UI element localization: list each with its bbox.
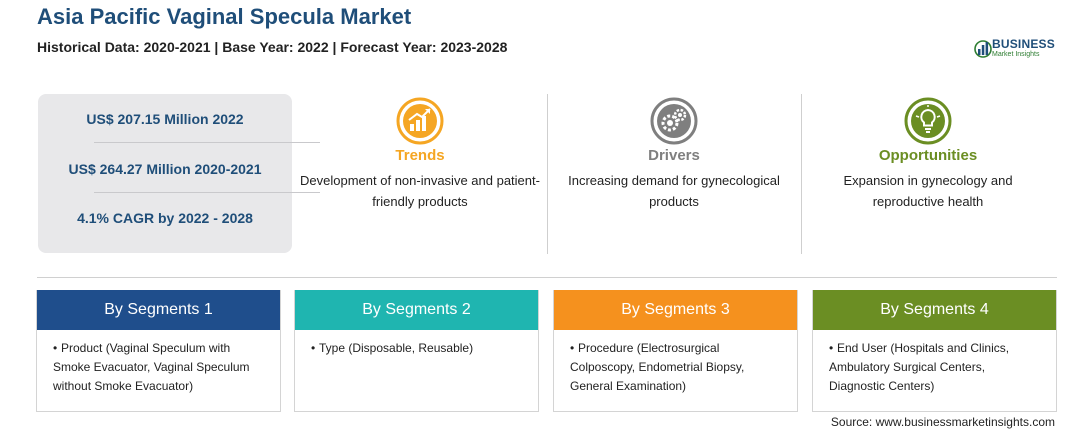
drivers-column: Drivers Increasing demand for gynecologi… <box>556 96 792 212</box>
opportunities-text: Expansion in gynecology and reproductive… <box>843 173 1013 209</box>
segment-text: Type (Disposable, Reusable) <box>319 341 474 355</box>
stat-divider <box>94 142 320 143</box>
segment-header: By Segments 4 <box>813 290 1056 330</box>
gears-icon <box>650 97 698 145</box>
market-stats-panel: US$ 207.15 Million 2022 US$ 264.27 Milli… <box>38 94 320 253</box>
segment-text: Product (Vaginal Speculum with Smoke Eva… <box>53 341 250 393</box>
segment-text: Procedure (Electrosurgical Colposcopy, E… <box>570 341 745 393</box>
company-logo: BUSINESS Market Insights <box>974 36 1064 64</box>
segment-card-4: By Segments 4 • End User (Hospitals and C… <box>812 290 1057 412</box>
trends-title: Trends <box>395 147 445 164</box>
page-subtitle: Historical Data: 2020-2021 | Base Year: … <box>37 39 508 55</box>
opportunities-title: Opportunities <box>878 147 978 164</box>
logo-subtext: Market Insights <box>992 51 1040 58</box>
segment-card-2: By Segments 2 • Type (Disposable, Reusabl… <box>294 290 539 412</box>
segment-body: • Procedure (Electrosurgical Colposcopy, … <box>570 341 745 393</box>
trends-column: Trends Development of non-invasive and p… <box>300 96 540 212</box>
stat-market-size-2022: US$ 207.15 Million 2022 <box>86 111 244 127</box>
logo-text: BUSINESS <box>992 37 1055 51</box>
trend-chart-icon <box>396 97 444 145</box>
logo-globe-icon <box>974 40 992 58</box>
segment-body: • Product (Vaginal Speculum with Smoke Ev… <box>53 341 250 393</box>
stat-market-size-historical: US$ 264.27 Million 2020-2021 <box>68 161 262 177</box>
segment-header: By Segments 3 <box>554 290 797 330</box>
section-divider <box>37 277 1057 278</box>
segment-card-3: By Segments 3 • Procedure (Electrosurgica… <box>553 290 798 412</box>
segment-header: By Segments 2 <box>295 290 538 330</box>
segment-card-1: By Segments 1 • Product (Vaginal Speculum… <box>36 290 281 412</box>
trends-text: Development of non-invasive and patient-… <box>300 173 540 209</box>
source-note: Source: www.businessmarketinsights.com <box>830 415 1055 429</box>
column-divider <box>547 94 548 254</box>
lightbulb-icon <box>904 97 952 145</box>
stat-cagr: 4.1% CAGR by 2022 - 2028 <box>77 210 253 226</box>
segment-body: • Type (Disposable, Reusable) <box>311 341 474 355</box>
segment-text: End User (Hospitals and Clinics, Ambulat… <box>829 341 1010 393</box>
drivers-text: Increasing demand for gynecological prod… <box>568 173 780 209</box>
column-divider <box>801 94 802 254</box>
segment-body: • End User (Hospitals and Clinics, Ambula… <box>829 341 1010 393</box>
opportunities-column: Opportunities Expansion in gynecology an… <box>810 96 1046 212</box>
segment-header: By Segments 1 <box>37 290 280 330</box>
stat-divider <box>94 192 320 193</box>
drivers-title: Drivers <box>648 147 700 164</box>
page-title: Asia Pacific Vaginal Specula Market <box>37 4 412 29</box>
